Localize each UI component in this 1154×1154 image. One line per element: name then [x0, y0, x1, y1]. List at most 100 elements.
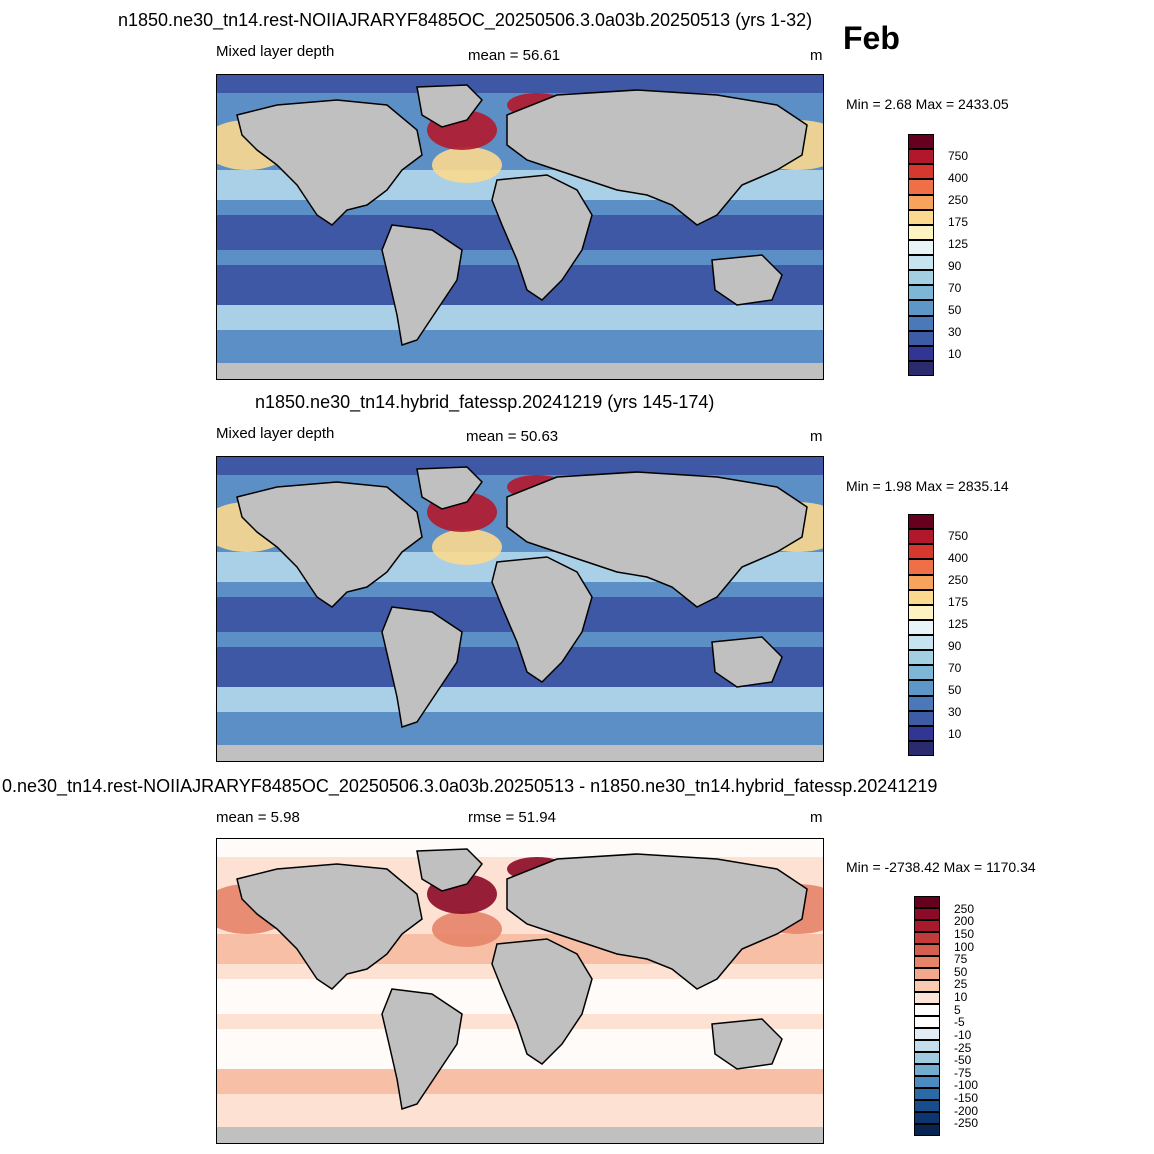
colorbar-label: 250 [954, 901, 975, 916]
colorbar-swatch [908, 514, 934, 530]
colorbar-swatch [908, 270, 934, 286]
colorbar-label: 400 [948, 551, 969, 565]
colorbar-swatch [908, 194, 934, 210]
colorbar-label: -200 [954, 1103, 979, 1118]
colorbar-label: 30 [948, 705, 962, 719]
colorbar-label: 25 [954, 977, 968, 992]
australia-landmass [711, 636, 783, 688]
panel-3-rmse-label: rmse = 51.94 [468, 809, 556, 826]
colorbar-swatch [914, 1124, 940, 1136]
panel-2-mean-label: mean = 50.63 [466, 428, 559, 445]
panel-3-map [216, 838, 824, 1144]
colorbar-swatch [908, 589, 934, 605]
ocean-band [217, 712, 823, 737]
colorbar-label: 50 [948, 303, 962, 317]
panel-3-units: m [810, 809, 823, 826]
greenland-landmass [416, 84, 483, 128]
colorbar-label: -25 [954, 1040, 972, 1055]
colorbar-swatch [908, 345, 934, 361]
colorbar-label: -5 [954, 1015, 965, 1030]
ocean-band [217, 457, 823, 475]
colorbar-swatch [908, 725, 934, 741]
colorbar-swatch [908, 149, 934, 165]
south-america-landmass [381, 988, 463, 1110]
north-america-landmass [236, 863, 423, 990]
colorbar-label: -50 [954, 1053, 972, 1068]
colorbar-label: -250 [954, 1116, 979, 1131]
colorbar-swatch [908, 179, 934, 195]
colorbar-swatch [908, 619, 934, 635]
colorbar-swatch [908, 209, 934, 225]
north-america-landmass [236, 99, 423, 226]
colorbar-swatch [914, 1004, 940, 1016]
antarctica-landmass [217, 745, 823, 761]
colorbar-swatch [914, 968, 940, 980]
month-label: Feb [843, 20, 900, 56]
panel-2-colorbar: 750 400 250 175 125 90 70 50 30 10 [908, 514, 1028, 756]
greenland-landmass [416, 848, 483, 892]
colorbar-swatch [908, 529, 934, 545]
colorbar-label: 125 [948, 237, 969, 251]
colorbar-swatch [914, 1052, 940, 1064]
colorbar-label: 5 [954, 1002, 961, 1017]
eurasia-landmass [506, 853, 808, 990]
colorbar-label: 50 [954, 964, 968, 979]
colorbar-label: -10 [954, 1027, 972, 1042]
colorbar-swatch [908, 285, 934, 301]
panel-1-title: n1850.ne30_tn14.rest-NOIIAJRARYF8485OC_2… [118, 10, 813, 30]
colorbar-swatch [914, 1064, 940, 1076]
ocean-anomaly-patch [432, 529, 502, 565]
colorbar-swatch [908, 695, 934, 711]
panel-1-minmax: Min = 2.68 Max = 2433.05 [846, 96, 1009, 112]
colorbar-label: 100 [954, 939, 975, 954]
south-america-landmass [381, 606, 463, 728]
colorbar-swatch [908, 665, 934, 681]
colorbar-label: 10 [948, 347, 962, 361]
north-america-landmass [236, 481, 423, 608]
colorbar-swatch [914, 992, 940, 1004]
panel-2-minmax: Min = 1.98 Max = 2835.14 [846, 478, 1009, 494]
colorbar-swatch [914, 1016, 940, 1028]
panel-1-variable-label: Mixed layer depth [216, 43, 335, 60]
ocean-band [217, 75, 823, 93]
ocean-band [217, 687, 823, 712]
panel-3-title: 0.ne30_tn14.rest-NOIIAJRARYF8485OC_20250… [2, 776, 938, 796]
ocean-band [217, 839, 823, 857]
colorbar-swatch [914, 944, 940, 956]
panel-3-colorbar: 250 200 150 100 75 50 25 10 5 -5 -10 -25 -50 -75 -100-… [914, 896, 1034, 1136]
colorbar-swatch [914, 980, 940, 992]
colorbar-swatch [908, 544, 934, 560]
colorbar-swatch [908, 635, 934, 651]
colorbar-label: 10 [948, 727, 962, 741]
colorbar-swatch [914, 1076, 940, 1088]
south-america-landmass [381, 224, 463, 346]
colorbar-label: 250 [948, 573, 969, 587]
ocean-anomaly-patch [432, 911, 502, 947]
panel-3-minmax: Min = -2738.42 Max = 1170.34 [846, 859, 1036, 875]
colorbar-swatch [908, 574, 934, 590]
australia-landmass [711, 1018, 783, 1070]
eurasia-landmass [506, 471, 808, 608]
colorbar-label: 750 [948, 529, 969, 543]
colorbar-swatch [908, 330, 934, 346]
australia-landmass [711, 254, 783, 306]
colorbar-label: 250 [948, 193, 969, 207]
colorbar-label: 125 [948, 617, 969, 631]
colorbar-swatch [914, 932, 940, 944]
colorbar-swatch [914, 1100, 940, 1112]
africa-landmass [491, 556, 593, 683]
panel-1-map-svg [217, 75, 823, 379]
colorbar-swatch [908, 360, 934, 376]
ocean-band [217, 1069, 823, 1094]
panel-2-map [216, 456, 824, 762]
colorbar-label: -150 [954, 1091, 979, 1106]
ocean-band [217, 305, 823, 330]
colorbar-swatch [908, 680, 934, 696]
panel-1-mean-label: mean = 56.61 [468, 47, 561, 64]
panel-1-map [216, 74, 824, 380]
colorbar-swatch [914, 1088, 940, 1100]
colorbar-swatch [914, 956, 940, 968]
colorbar-label: 750 [948, 149, 969, 163]
colorbar-swatch [908, 740, 934, 756]
colorbar-label: 175 [948, 215, 969, 229]
